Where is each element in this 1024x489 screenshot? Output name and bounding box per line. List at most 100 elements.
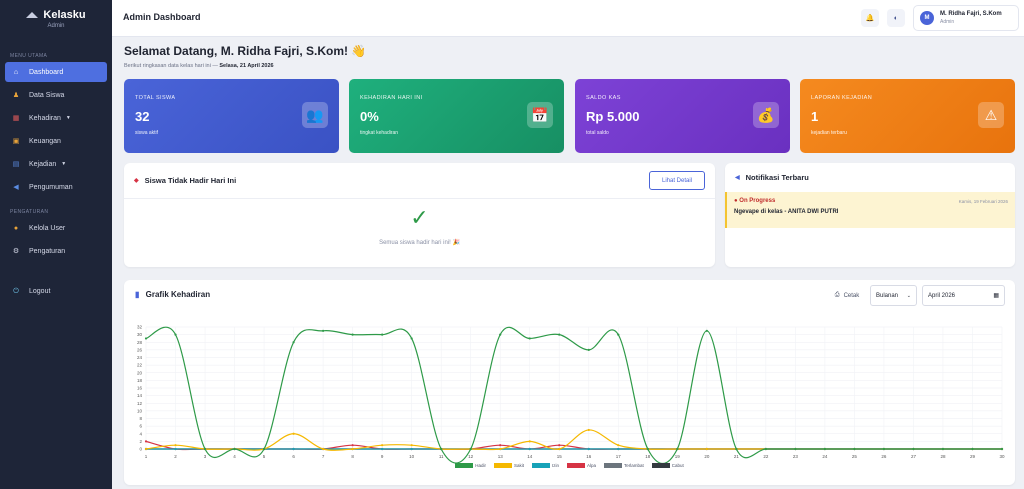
data-point-sakit bbox=[705, 447, 708, 451]
user-role: Admin bbox=[940, 19, 955, 25]
x-tick-label: 29 bbox=[970, 454, 976, 459]
gear-icon: ⚙ bbox=[12, 247, 20, 255]
y-tick-label: 12 bbox=[137, 401, 143, 406]
stat-desc: siswa aktif bbox=[135, 130, 159, 136]
sidebar-item-kejadian[interactable]: ▤ Kejadian ▼ bbox=[5, 154, 107, 174]
data-point-hadir bbox=[292, 341, 295, 344]
status-badge: ● On Progress bbox=[734, 198, 1008, 204]
legend-item-hadir[interactable]: Hadir bbox=[455, 463, 486, 468]
notification-button[interactable]: 🔔 bbox=[861, 9, 879, 27]
panel-title: Notifikasi Terbaru bbox=[745, 173, 809, 182]
sidebar-item-logout[interactable]: ⏻ Logout bbox=[5, 281, 107, 301]
x-tick-label: 6 bbox=[292, 454, 295, 459]
y-tick-label: 26 bbox=[137, 347, 143, 352]
y-tick-label: 2 bbox=[139, 439, 142, 444]
avatar: M bbox=[920, 11, 934, 25]
print-icon: ⎙ bbox=[834, 292, 840, 298]
stat-label: KEHADIRAN HARI INI bbox=[360, 95, 423, 101]
empty-state: ✓ Semua siswa hadir hari ini! 🎉 bbox=[124, 205, 715, 246]
sidebar-item-keuangan[interactable]: ▣ Keuangan bbox=[5, 131, 107, 151]
sidebar-item-data-siswa[interactable]: ♟ Data Siswa bbox=[5, 85, 107, 105]
x-tick-label: 3 bbox=[204, 454, 207, 459]
x-tick-label: 20 bbox=[704, 454, 710, 459]
data-point-alpa bbox=[351, 444, 354, 447]
legend-swatch bbox=[455, 463, 474, 468]
data-point-izin bbox=[174, 447, 177, 451]
stat-value: 1 bbox=[811, 109, 819, 124]
y-tick-label: 4 bbox=[139, 431, 142, 436]
data-point-hadir bbox=[705, 329, 708, 332]
series-line-alpa bbox=[145, 440, 1002, 451]
stat-label: LAPORAN KEJADIAN bbox=[811, 95, 873, 101]
legend-swatch bbox=[493, 463, 512, 468]
chevron-down-icon: ▼ bbox=[61, 161, 67, 167]
data-point-hadir bbox=[676, 447, 679, 451]
x-tick-label: 27 bbox=[911, 454, 917, 459]
attendance-chart-panel: ▮ Grafik Kehadiran ⎙ Cetak Bulanan ⌄ Apr… bbox=[124, 280, 1015, 485]
y-tick-label: 18 bbox=[137, 378, 143, 383]
data-point-sakit bbox=[381, 444, 384, 447]
month-input[interactable]: April 2026 ▦ bbox=[922, 285, 1005, 306]
view-detail-button[interactable]: Lihat Detail bbox=[649, 171, 705, 190]
legend-item-sakit[interactable]: Sakit bbox=[493, 463, 524, 468]
data-point-hadir bbox=[558, 333, 561, 336]
stat-label: TOTAL SISWA bbox=[135, 95, 176, 101]
data-point-izin bbox=[617, 447, 620, 451]
data-point-hadir bbox=[912, 447, 915, 451]
calendar-icon: ▦ bbox=[12, 114, 20, 122]
print-button[interactable]: ⎙ Cetak bbox=[830, 287, 864, 304]
data-point-sakit bbox=[587, 428, 590, 432]
data-point-hadir bbox=[233, 447, 236, 451]
x-tick-label: 7 bbox=[322, 454, 325, 459]
data-point-sakit bbox=[558, 447, 561, 451]
panel-title: Grafik Kehadiran bbox=[145, 290, 211, 299]
calendar-icon: 📅 bbox=[527, 102, 553, 128]
stat-card-kehadiran: KEHADIRAN HARI INI 0% tingkat kehadiran … bbox=[349, 79, 564, 153]
data-point-sakit bbox=[499, 447, 502, 451]
theme-button[interactable]: ◐ bbox=[887, 9, 905, 27]
legend-label: Cabut bbox=[671, 463, 684, 468]
money-icon: 💰 bbox=[753, 102, 779, 128]
y-tick-label: 30 bbox=[137, 332, 143, 337]
period-select[interactable]: Bulanan ⌄ bbox=[870, 285, 917, 306]
sidebar-item-dashboard[interactable]: ⌂ Dashboard bbox=[5, 62, 107, 82]
legend-item-alpa[interactable]: Alpa bbox=[567, 463, 596, 468]
panel-header: ▮ Grafik Kehadiran bbox=[135, 290, 210, 299]
legend-item-terlambat[interactable]: Terlambat bbox=[604, 463, 644, 468]
y-tick-label: 14 bbox=[137, 393, 143, 398]
section-title-main: MENU UTAMA bbox=[10, 53, 48, 59]
data-point-hadir bbox=[735, 447, 738, 451]
legend-item-izin[interactable]: Izin bbox=[531, 463, 559, 468]
stat-value: 32 bbox=[135, 109, 150, 124]
sidebar-item-kelola-user[interactable]: ● Kelola User bbox=[5, 218, 107, 238]
x-tick-label: 23 bbox=[793, 454, 799, 459]
sidebar-item-pengaturan[interactable]: ⚙ Pengaturan bbox=[5, 241, 107, 261]
sidebar-item-label: Dashboard bbox=[29, 68, 64, 76]
data-point-hadir bbox=[1000, 447, 1004, 451]
y-tick-label: 28 bbox=[137, 340, 143, 345]
sidebar-item-pengumuman[interactable]: ◀ Pengumuman bbox=[5, 177, 107, 197]
stat-card-total-siswa: TOTAL SISWA 32 siswa aktif 👥 bbox=[124, 79, 339, 153]
sidebar-item-kehadiran[interactable]: ▦ Kehadiran ▼ bbox=[5, 108, 107, 128]
data-point-hadir bbox=[764, 447, 767, 451]
legend-item-cabut[interactable]: Cabut bbox=[651, 463, 684, 468]
x-tick-label: 9 bbox=[381, 454, 384, 459]
notification-date: Kamis, 19 Februari 2026 bbox=[958, 199, 1008, 204]
data-point-hadir bbox=[203, 447, 207, 451]
data-point-sakit bbox=[322, 447, 325, 451]
data-point-hadir bbox=[794, 447, 797, 451]
x-tick-label: 25 bbox=[852, 454, 858, 459]
x-tick-label: 8 bbox=[351, 454, 354, 459]
data-point-hadir bbox=[617, 333, 620, 336]
notification-item[interactable]: ● On Progress Ngevape di kelas - ANITA D… bbox=[725, 192, 1015, 228]
section-title-settings: PENGATURAN bbox=[10, 209, 49, 215]
user-menu[interactable]: M M. Ridha Fajri, S.Kom Admin bbox=[913, 5, 1019, 31]
file-icon: ▤ bbox=[12, 160, 20, 168]
data-point-sakit bbox=[528, 440, 531, 443]
students-icon: ♟ bbox=[12, 91, 20, 99]
x-tick-label: 22 bbox=[763, 454, 769, 459]
data-point-hadir bbox=[499, 333, 502, 336]
notification-message: Ngevape di kelas - ANITA DWI PUTRI bbox=[734, 209, 839, 215]
data-point-alpa bbox=[144, 440, 148, 443]
chevron-down-icon: ⌄ bbox=[906, 292, 911, 299]
